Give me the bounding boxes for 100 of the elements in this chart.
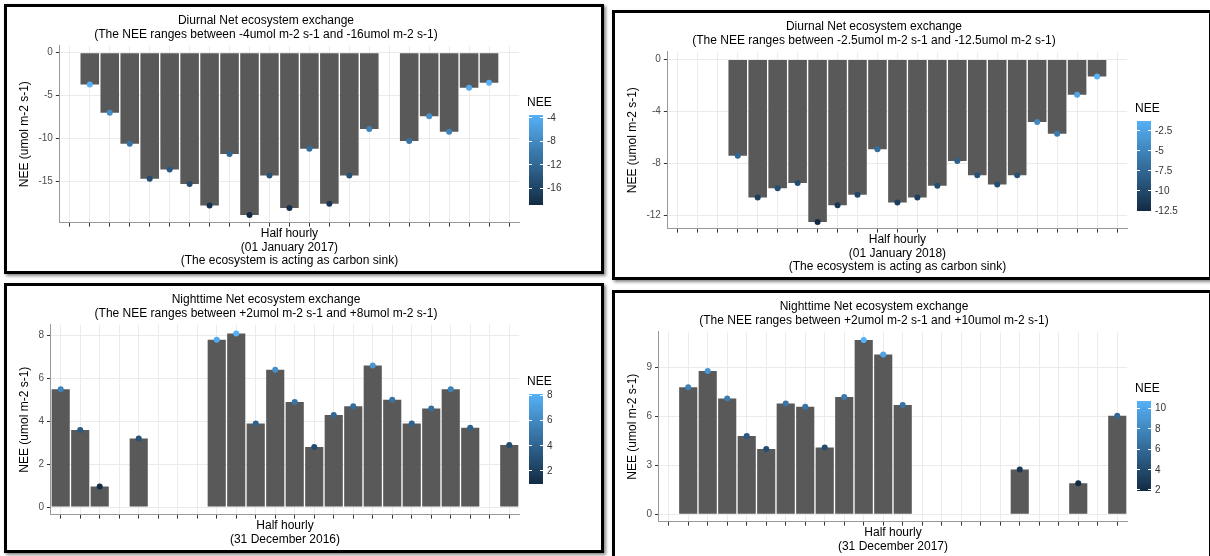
point [794, 180, 801, 187]
y-tick-label: 9 [646, 361, 653, 373]
x-axis-title: Half hourly [260, 226, 319, 241]
text: (The ecosystem is acting as carbon sink) [180, 253, 399, 268]
x-axis-title: Half hourly [864, 525, 922, 540]
point [1094, 73, 1101, 80]
point [506, 441, 513, 448]
y-tick-label: 2 [38, 457, 45, 469]
point [774, 185, 781, 192]
text: (31 December 2016) [229, 532, 341, 547]
point [246, 211, 253, 218]
point [899, 402, 906, 409]
bar [1108, 415, 1127, 514]
y-tick-label: 6 [646, 410, 653, 422]
point [841, 393, 848, 400]
color-bar-label: 2 [1155, 483, 1161, 496]
bar [500, 444, 519, 507]
point [734, 152, 741, 159]
point [77, 426, 84, 433]
point [763, 446, 770, 453]
text: (01 January 2017) [240, 240, 339, 255]
point [389, 396, 396, 403]
y-axis-title: NEE (umol m-2 s-1) [624, 87, 639, 194]
point [306, 145, 313, 152]
point [406, 138, 413, 145]
point [1014, 172, 1021, 179]
point [934, 182, 941, 189]
y-axis-title: NEE (umol m-2 s-1) [624, 373, 639, 480]
point [213, 336, 220, 343]
point [782, 400, 789, 407]
color-bar-label: -7.5 [1155, 164, 1173, 177]
point [346, 172, 353, 179]
point [146, 175, 153, 182]
point [1034, 119, 1041, 125]
y-axis-title: NEE (umol m-2 s-1) [16, 366, 31, 473]
y-tick-label: -8 [651, 157, 662, 169]
point [914, 194, 921, 201]
point [874, 146, 881, 153]
chart-subtitle: (The NEE ranges between -2.5umol m-2 s-1 and -12.5umol m-2 s-1) [692, 32, 1056, 47]
chart-title: Diurnal Net ecosystem exchange [177, 12, 355, 27]
bar [1010, 469, 1029, 514]
point [291, 399, 298, 406]
y-tick-label: 0 [655, 53, 662, 65]
y-tick-label: 8 [38, 329, 45, 341]
color-bar-title: NEE [1135, 101, 1160, 115]
point [743, 433, 750, 440]
point [426, 113, 433, 120]
bar [129, 438, 148, 507]
point [408, 420, 415, 427]
point [802, 403, 809, 410]
point [1074, 91, 1081, 98]
point [286, 205, 293, 212]
y-tick-label: 3 [646, 459, 653, 471]
point [1054, 130, 1061, 137]
y-tick-label: 0 [38, 500, 45, 512]
point [724, 395, 731, 402]
color-bar-label: 4 [1155, 463, 1161, 476]
point [57, 386, 64, 393]
point [1114, 412, 1121, 419]
color-bar-label: 8 [547, 389, 553, 402]
point [272, 366, 279, 373]
text: (01 January 2018) [848, 246, 947, 261]
y-tick-label: 0 [47, 46, 54, 58]
point [880, 351, 887, 358]
y-tick-label: 0 [646, 508, 653, 520]
point [486, 79, 493, 86]
point [86, 81, 93, 88]
point [428, 405, 435, 412]
point [166, 166, 173, 173]
point [854, 191, 861, 198]
point [369, 362, 376, 369]
bar [90, 486, 109, 507]
point [894, 199, 901, 206]
color-bar-label: 6 [1155, 443, 1161, 456]
chart-title: Diurnal Net ecosystem exchange [785, 18, 963, 33]
point [266, 172, 273, 179]
point [821, 444, 828, 451]
point [186, 180, 193, 187]
color-bar-label: -2.5 [1155, 124, 1173, 137]
text: (The ecosystem is acting as carbon sink) [788, 259, 1007, 274]
point [96, 483, 103, 490]
y-tick-label: -15 [38, 175, 54, 187]
point [311, 444, 318, 451]
point [106, 109, 113, 116]
bar [1069, 483, 1088, 514]
point [135, 435, 142, 442]
y-tick-label: 6 [38, 372, 45, 384]
x-axis-title: Half hourly [868, 232, 927, 247]
point [350, 403, 357, 410]
chart-title: Nighttime Net ecosystem exchange [171, 291, 361, 306]
color-bar-label: 4 [547, 439, 553, 452]
color-bar-label: 10 [1155, 402, 1167, 415]
point [206, 202, 213, 209]
point [754, 194, 761, 201]
y-axis-title: NEE (umol m-2 s-1) [16, 81, 31, 188]
point [226, 150, 233, 157]
point [466, 84, 473, 91]
color-bar-label: 6 [547, 414, 553, 427]
color-bar-label: 2 [547, 464, 553, 477]
color-bar-label: -16 [547, 182, 562, 195]
